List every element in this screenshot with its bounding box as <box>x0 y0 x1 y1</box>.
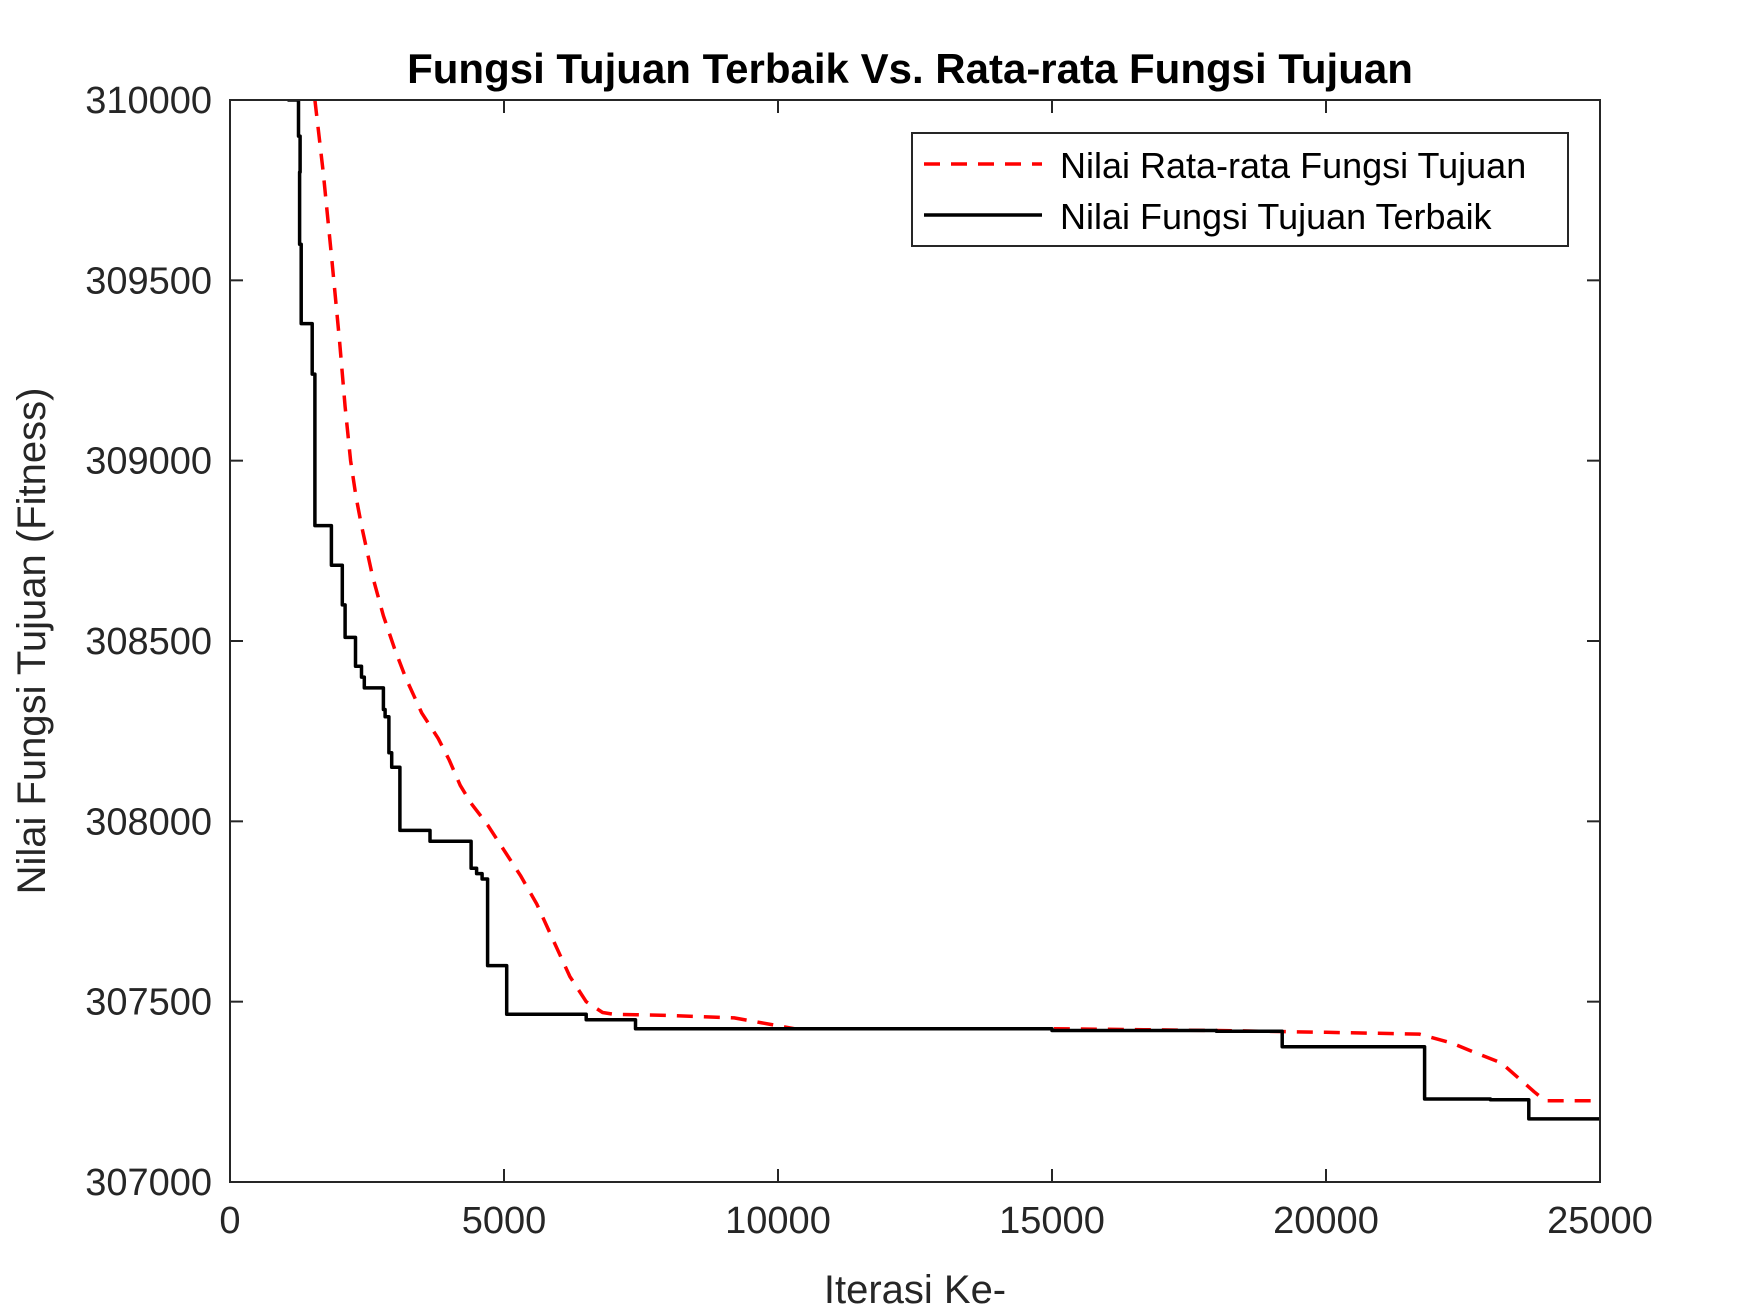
y-axis-label: Nilai Fungsi Tujuan (Fitness) <box>10 388 54 895</box>
legend-label-best: Nilai Fungsi Tujuan Terbaik <box>1060 196 1493 237</box>
y-tick-label: 307500 <box>85 982 212 1024</box>
x-tick-label: 25000 <box>1547 1200 1653 1242</box>
x-tick-label: 20000 <box>1273 1200 1379 1242</box>
best-fitness-line <box>287 100 1600 1121</box>
y-axis-tick-labels: 307000 307500 308000 308500 309000 309500 3100… <box>85 80 212 1204</box>
x-tick-label: 10000 <box>725 1200 831 1242</box>
series-layer <box>287 100 1600 1121</box>
legend-box <box>911 132 1569 247</box>
plot-area <box>230 100 1600 1182</box>
legend: Nilai Rata-rata Fungsi Tujuan Nilai Fung… <box>911 132 1569 247</box>
average-fitness-line <box>313 100 1600 1103</box>
y-tick-label: 307000 <box>85 1162 212 1204</box>
x-tick-label: 0 <box>219 1200 240 1242</box>
legend-label-average: Nilai Rata-rata Fungsi Tujuan <box>1060 145 1526 186</box>
y-tick-label: 308000 <box>85 801 212 843</box>
y-tick-label: 309000 <box>85 441 212 483</box>
x-axis-tick-labels: 0 5000 10000 15000 20000 25000 <box>219 1200 1652 1242</box>
plot-frame <box>229 99 1601 1183</box>
x-tick-label: 15000 <box>999 1200 1105 1242</box>
x-tick-label: 5000 <box>462 1200 547 1242</box>
chart-title: Fungsi Tujuan Terbaik Vs. Rata-rata Fung… <box>407 45 1413 92</box>
x-axis-label: Iterasi Ke- <box>824 1268 1006 1312</box>
y-tick-label: 310000 <box>85 80 212 122</box>
y-tick-label: 309500 <box>85 260 212 302</box>
y-tick-label: 308500 <box>85 621 212 663</box>
